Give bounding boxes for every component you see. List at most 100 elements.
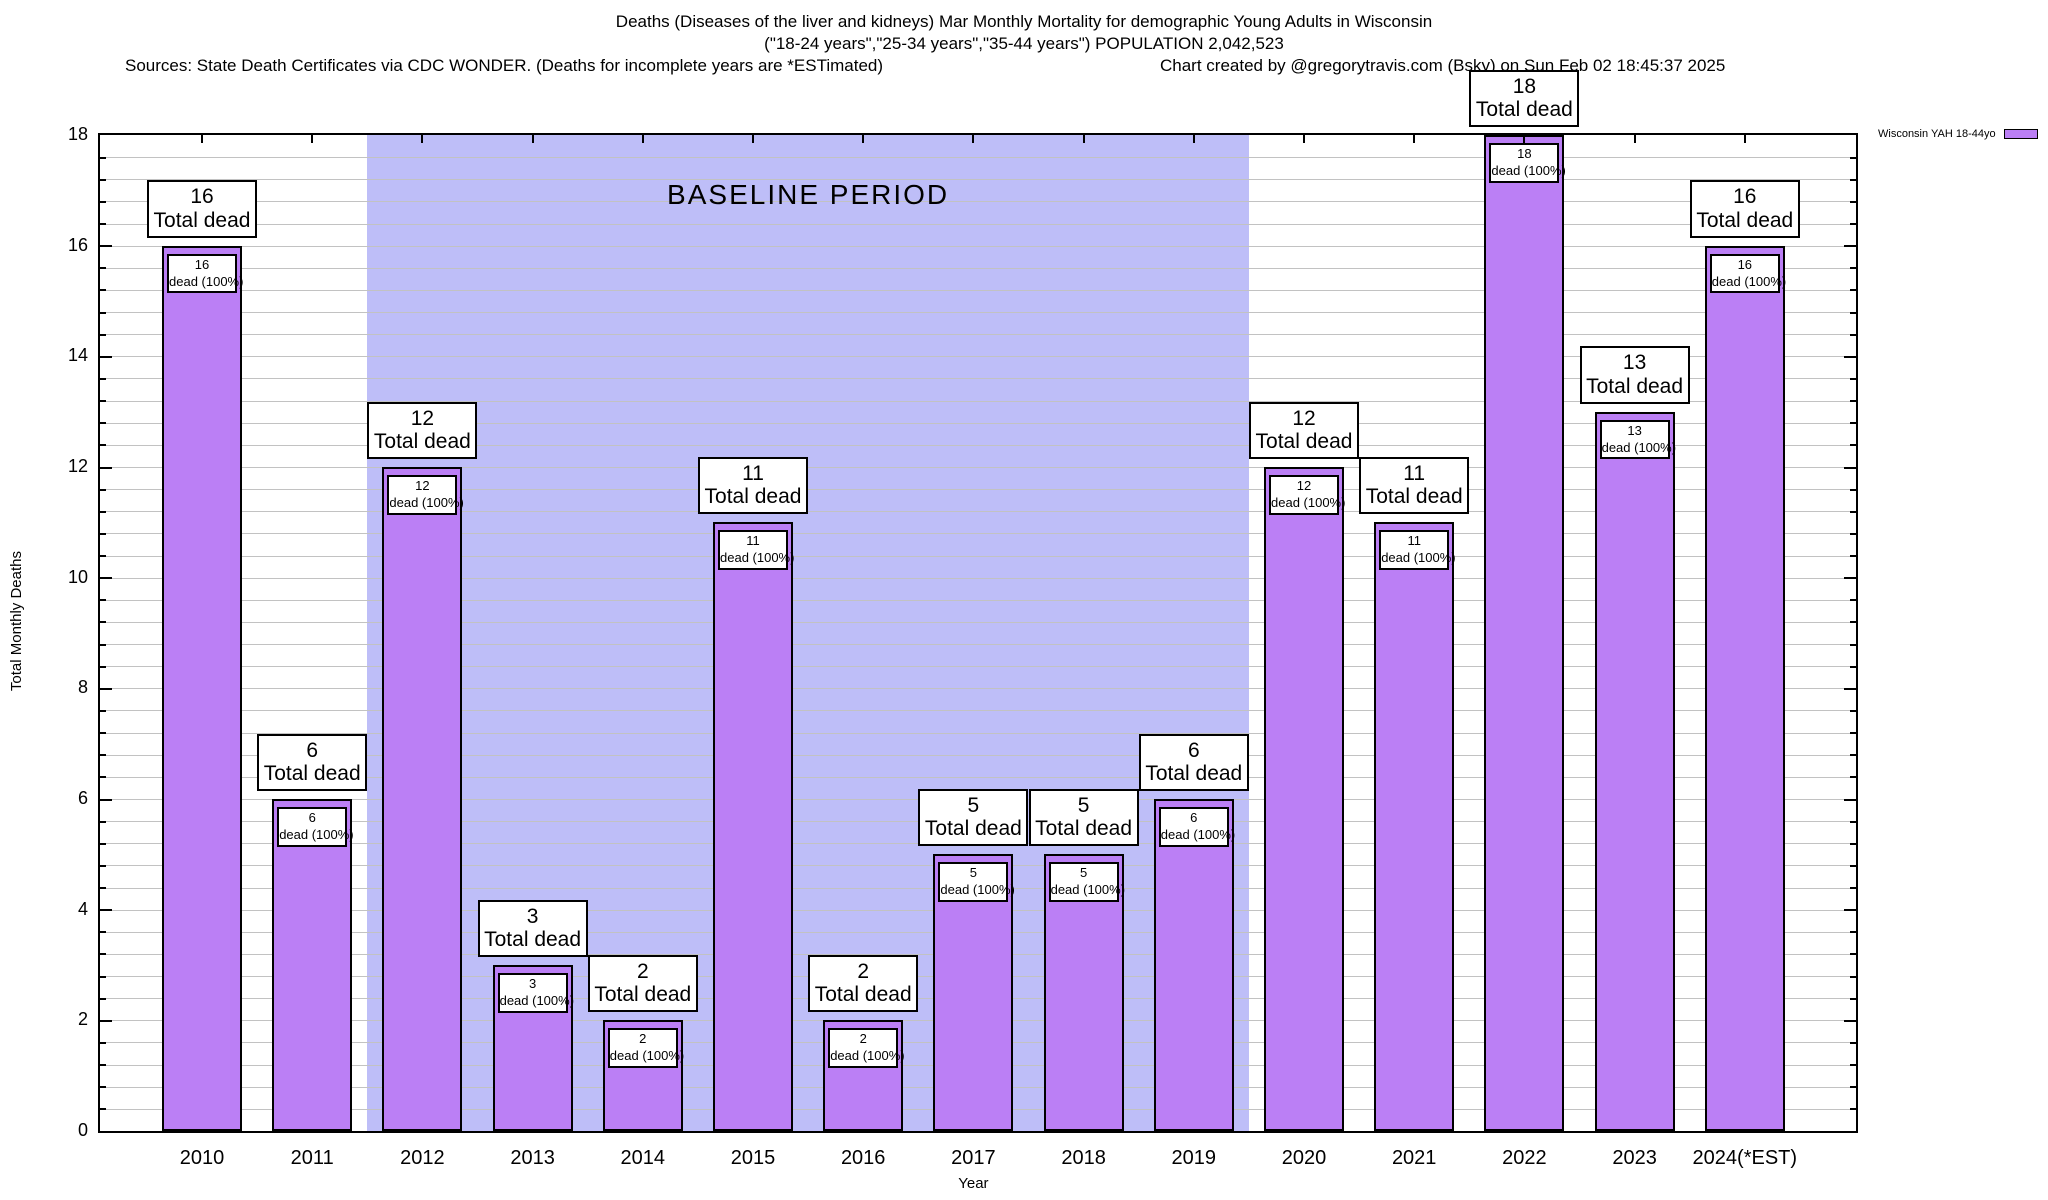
gridline xyxy=(100,644,1856,646)
y-axis-tick xyxy=(1844,577,1856,580)
y-axis-tick xyxy=(100,178,106,181)
y-axis-tick xyxy=(1850,333,1856,336)
x-tick-label: 2020 xyxy=(1281,1147,1327,1169)
y-axis-tick xyxy=(100,887,106,890)
gridline xyxy=(100,555,1856,557)
y-axis-tick xyxy=(1850,997,1856,1000)
y-axis-tick xyxy=(100,776,106,779)
x-axis-tick xyxy=(972,135,975,143)
y-axis-tick xyxy=(100,997,106,1000)
y-axis-tick xyxy=(1850,200,1856,203)
gridline xyxy=(100,621,1856,623)
gridline xyxy=(100,710,1856,712)
x-axis-tick xyxy=(1413,135,1416,143)
y-axis-tick xyxy=(100,621,106,624)
x-tick-label: 2017 xyxy=(951,1147,996,1169)
y-axis-tick xyxy=(100,355,112,358)
y-axis-tick xyxy=(100,1041,106,1044)
bar-total-label: 18 Total dead xyxy=(1469,69,1580,127)
y-axis-tick xyxy=(1850,532,1856,535)
bar-inner-label: 16 dead (100%) xyxy=(1709,253,1786,294)
y-tick-label: 10 xyxy=(67,566,88,587)
gridline xyxy=(100,776,1856,778)
bar-total-label: 13 Total dead xyxy=(1579,346,1690,404)
bar-2012: 12 dead (100%) xyxy=(382,467,464,1131)
y-axis-tick xyxy=(100,555,106,558)
x-tick-label: 2010 xyxy=(179,1147,225,1169)
y-axis-tick xyxy=(1844,466,1856,469)
bar-inner-label: 2 dead (100%) xyxy=(828,1028,905,1069)
bar-2022: 18 dead (100%) xyxy=(1484,135,1566,1131)
x-axis-tick xyxy=(1743,135,1746,143)
gridline xyxy=(100,444,1856,446)
bar-2013: 3 dead (100%) xyxy=(492,965,574,1131)
bar-inner-label: 2 dead (100%) xyxy=(607,1028,684,1069)
x-tick-label: 2014 xyxy=(620,1147,666,1169)
y-axis-tick xyxy=(100,488,106,491)
bar-inner-label: 12 dead (100%) xyxy=(1269,475,1345,515)
bar-total-label: 6 Total dead xyxy=(1138,733,1249,791)
y-axis-tick xyxy=(100,1086,106,1089)
x-tick-label: 2011 xyxy=(290,1147,334,1169)
gridline xyxy=(100,201,1856,203)
y-tick-label: 0 xyxy=(77,1120,88,1140)
bar-inner-label: 13 dead (100%) xyxy=(1599,419,1676,460)
y-axis-tick xyxy=(1844,245,1856,248)
gridline xyxy=(100,245,1856,247)
y-tick-label: 14 xyxy=(67,345,88,366)
x-tick-label: 2019 xyxy=(1171,1147,1217,1169)
y-tick-label: 2 xyxy=(77,1009,88,1030)
y-axis-title: Total Monthly Deaths xyxy=(8,551,25,692)
legend: Wisconsin YAH 18-44yo xyxy=(1878,128,2038,140)
y-axis-tick xyxy=(1850,156,1856,159)
y-axis-tick xyxy=(100,820,106,823)
x-axis-tick xyxy=(1192,135,1195,143)
gridline xyxy=(100,489,1856,491)
x-tick-label: 2021 xyxy=(1391,1147,1437,1169)
x-tick-label: 2023 xyxy=(1612,1147,1657,1169)
bar-inner-label: 16 dead (100%) xyxy=(167,253,243,294)
y-axis-tick xyxy=(1850,555,1856,558)
gridline xyxy=(100,289,1856,291)
y-axis-tick xyxy=(100,909,112,912)
y-axis-tick xyxy=(1844,355,1856,358)
gridline xyxy=(100,577,1856,579)
bar-2010: 16 dead (100%) xyxy=(162,245,243,1131)
x-axis-tick xyxy=(641,135,644,143)
gridline xyxy=(100,378,1856,380)
y-axis-tick xyxy=(1850,887,1856,890)
y-axis-tick xyxy=(1850,289,1856,292)
y-axis-tick xyxy=(1850,864,1856,867)
y-tick-label: 18 xyxy=(67,124,88,144)
bar-2024(*EST): 16 dead (100%) xyxy=(1704,245,1786,1131)
x-tick-label: 2024(*EST) xyxy=(1692,1147,1798,1169)
y-axis-tick xyxy=(1850,422,1856,425)
bar-total-label: 2 Total dead xyxy=(587,955,698,1013)
x-tick-label: 2013 xyxy=(510,1147,555,1169)
bar-2023: 13 dead (100%) xyxy=(1594,411,1676,1131)
bar-inner-label: 6 dead (100%) xyxy=(277,807,354,847)
y-tick-label: 16 xyxy=(67,234,88,255)
y-axis-tick xyxy=(100,466,112,469)
x-axis-tick xyxy=(531,135,534,143)
y-axis-tick xyxy=(1850,621,1856,624)
bar-2017: 5 dead (100%) xyxy=(933,854,1015,1131)
bar-total-label: 12 Total dead xyxy=(1249,401,1359,459)
y-tick-label: 6 xyxy=(77,788,88,808)
gridline xyxy=(100,732,1856,734)
y-axis-tick xyxy=(100,975,106,978)
y-axis-tick xyxy=(1850,311,1856,314)
y-axis-tick xyxy=(100,532,106,535)
y-axis-tick xyxy=(1850,754,1856,757)
y-axis-tick xyxy=(100,377,106,380)
bar-inner-label: 6 dead (100%) xyxy=(1158,807,1235,847)
bar-2019: 6 dead (100%) xyxy=(1153,799,1235,1131)
bar-total-label: 16 Total dead xyxy=(147,180,257,238)
y-axis-tick xyxy=(1850,1064,1856,1067)
y-axis-tick xyxy=(100,665,106,668)
x-axis-tick xyxy=(1633,135,1636,143)
y-axis-tick xyxy=(1850,488,1856,491)
y-axis-tick xyxy=(1844,909,1856,912)
gridline xyxy=(100,356,1856,358)
y-axis-tick xyxy=(100,400,106,403)
